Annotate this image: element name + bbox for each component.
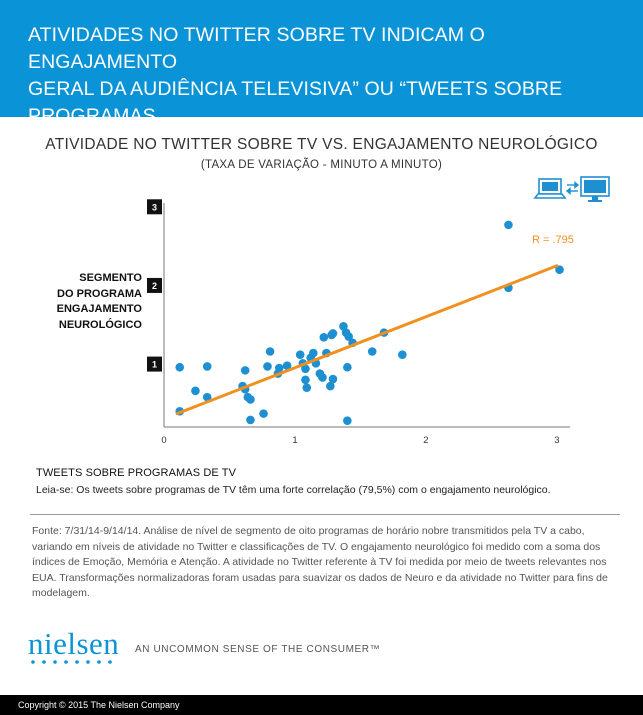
data-point: [555, 265, 564, 275]
data-point: [328, 374, 338, 384]
tagline: AN UNCOMMON SENSE OF THE CONSUMER™: [135, 644, 381, 655]
data-point: [309, 348, 318, 358]
data-point: [282, 361, 292, 370]
data-point: [295, 350, 305, 359]
data-point: [319, 333, 329, 342]
logo-dots: [31, 660, 112, 664]
data-point: [302, 383, 312, 392]
data-point: [398, 350, 407, 359]
y-tick-box: [147, 277, 162, 293]
correlation-annotation: R = .795: [532, 234, 574, 246]
data-point: [318, 373, 327, 382]
copyright-footer: Copyright © 2015 The Nielsen Company: [0, 695, 643, 715]
x-axis-label: TWEETS SOBRE PROGRAMAS DE TV: [36, 467, 237, 479]
y-axis-label: SEGMENTO DO PROGRAMA ENGAJAMENTO NEUROLÓ…: [30, 271, 142, 333]
page-header: ATIVIDADES NO TWITTER SOBRE TV INDICAM O…: [0, 0, 643, 181]
data-point: [246, 415, 255, 425]
swap-arrows-icon: [565, 181, 580, 195]
data-point: [344, 332, 353, 341]
data-point: [246, 395, 255, 404]
data-point: [175, 362, 185, 372]
chart-subtitle: (TAXA DE VARIAÇÃO - MINUTO A MINUTO): [200, 159, 443, 171]
divider: [30, 514, 620, 515]
data-point: [240, 366, 250, 375]
scatter-plot: 0 1 2 3 1 2 3 R = .795: [147, 199, 574, 446]
data-point: [326, 381, 335, 391]
y-axis-label-line: DO PROGRAMA: [57, 287, 142, 300]
read-as-note: Leia-se: Os tweets sobre programas de TV…: [36, 484, 551, 496]
data-point: [367, 347, 377, 356]
x-tick-label: 3: [554, 435, 559, 446]
data-point: [504, 220, 513, 230]
data-point: [191, 386, 200, 396]
y-tick-label: 3: [152, 202, 157, 212]
x-tick-label: 1: [292, 435, 297, 446]
data-point: [259, 409, 268, 418]
data-point: [301, 364, 310, 374]
data-point: [265, 347, 275, 356]
y-tick-box: [147, 356, 162, 372]
y-axis-label-line: NEUROLÓGICO: [58, 318, 142, 331]
header-line-3: DE TV INDICAM O ENGAJAMENTO GERAL DA AUD…: [28, 132, 564, 181]
data-point: [263, 362, 272, 371]
x-tick-label: 2: [423, 435, 428, 446]
data-point: [274, 363, 284, 373]
y-tick-label: 2: [152, 281, 157, 291]
data-point: [343, 416, 352, 426]
data-point: [301, 375, 310, 385]
y-axis-label-line: ENGAJAMENTO: [56, 303, 142, 315]
monitor-icon: [580, 176, 610, 202]
x-tick-label: 0: [161, 435, 166, 446]
device-icons: [533, 176, 610, 202]
source-note: Fonte: 7/31/14-9/14/14. Análise de nível…: [32, 525, 608, 599]
trendline: [175, 264, 559, 416]
y-axis-label-line: SEGMENTO: [79, 272, 142, 284]
y-tick-label: 1: [152, 360, 157, 370]
data-point: [202, 362, 212, 371]
laptop-icon: [533, 178, 567, 199]
y-tick-box: [147, 199, 162, 215]
data-point: [343, 362, 352, 372]
header-line-2: GERAL DA AUDIÊNCIA TELEVISIVA” OU “TWEET…: [28, 78, 563, 127]
chart-title: ATIVIDADE NO TWITTER SOBRE TV VS. ENGAJA…: [45, 136, 598, 153]
data-point: [328, 329, 338, 338]
nielsen-logo: nielsen: [28, 626, 120, 661]
data-point: [202, 392, 212, 402]
header-line-1: ATIVIDADES NO TWITTER SOBRE TV INDICAM O…: [28, 24, 485, 73]
